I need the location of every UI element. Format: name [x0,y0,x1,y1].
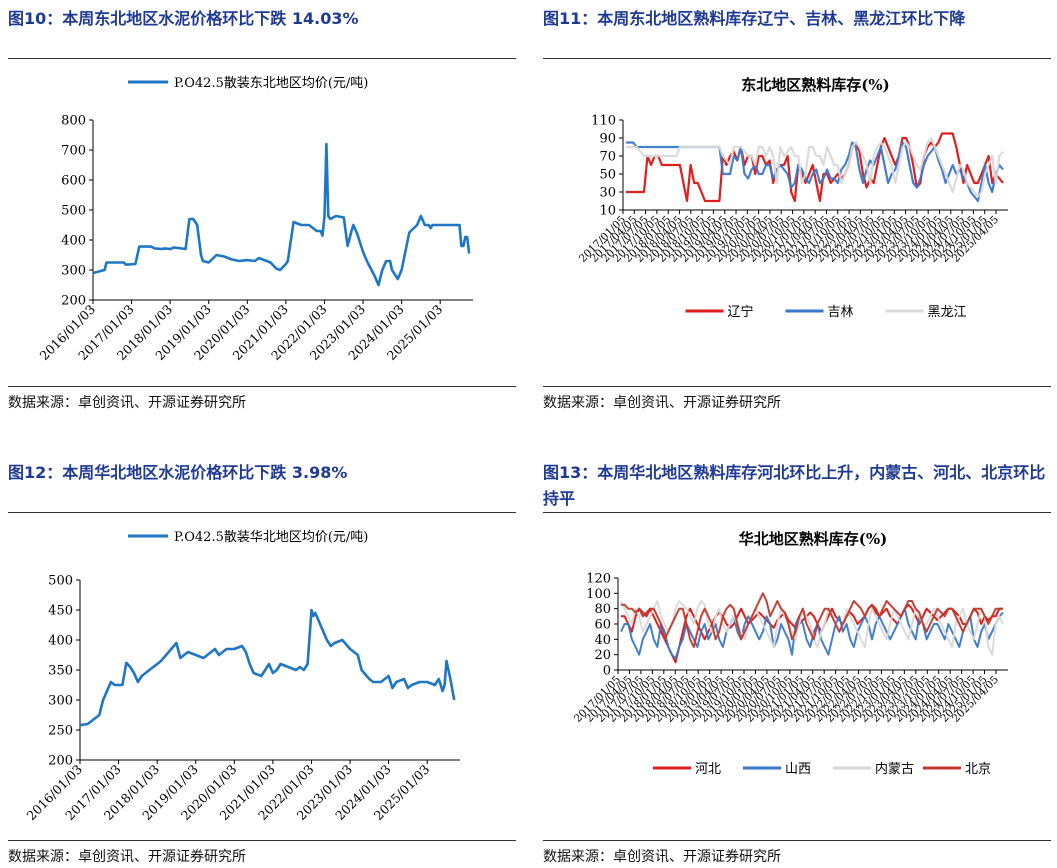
y-tick-label: 40 [594,633,611,648]
figure-number: 图12： [8,463,63,482]
legend-label-0: 辽宁 [728,304,754,320]
series-line-0 [79,608,456,727]
series-line-1 [620,607,1004,660]
y-tick-label: 500 [61,204,86,219]
chart-northeast-price: 2003004005006007008002016/01/032017/01/0… [37,76,473,363]
y-tick-label: 300 [61,264,86,279]
y-tick-label: 110 [591,114,616,129]
panel-fig13: 图13：本周华北地区熟料库存河北环比上升，内蒙古、河北、北京环比持平 华北地区熟… [543,460,1051,868]
y-tick-label: 80 [594,602,611,617]
legend-label-1: 山西 [785,762,811,777]
chart-north-clinker: 华北地区熟料库存(%)0204060801001202017/01/052017… [572,530,1008,777]
y-tick-label: 800 [61,114,86,129]
figure-caption: 本周华北地区水泥价格环比下跌 3.98% [62,463,348,482]
y-tick-label: 100 [586,587,611,602]
y-tick-label: 30 [599,186,616,201]
legend-label-1: 吉林 [828,305,854,320]
y-tick-label: 10 [599,204,616,219]
y-tick-label: 60 [594,618,611,633]
data-source: 数据来源：卓创资讯、开源证券研究所 [543,849,781,865]
y-tick-label: 20 [594,648,611,663]
figure-title: 图12：本周华北地区水泥价格环比下跌 3.98% [8,460,516,486]
figure-title: 图11：本周东北地区熟料库存辽宁、吉林、黑龙江环比下降 [543,6,1051,32]
y-tick-label: 250 [48,724,73,739]
panel-fig11: 图11：本周东北地区熟料库存辽宁、吉林、黑龙江环比下降 东北地区熟料库存(%) 1… [543,0,1051,420]
figure-caption: 本周东北地区水泥价格环比下跌 14.03% [62,9,359,28]
title-rule [8,58,516,59]
y-tick-label: 400 [61,234,86,249]
y-tick-label: 200 [48,754,73,769]
figure-number: 图13： [543,463,598,482]
data-source: 数据来源：卓创资讯、开源证券研究所 [543,395,781,411]
y-tick-label: 700 [61,144,86,159]
source-rule [8,386,516,387]
y-tick-label: 500 [48,574,73,589]
chart-title: 华北地区熟料库存(%) [739,530,887,548]
title-rule [543,512,1051,513]
legend-label: P.O42.5散装华北地区均价(元/吨) [174,530,368,545]
y-tick-label: 0 [603,664,611,679]
figure-caption: 本周华北地区熟料库存河北环比上升，内蒙古、河北、北京环比持平 [543,463,1046,508]
title-rule [543,58,1051,59]
series-line-3 [621,592,1003,648]
figure-title: 图10：本周东北地区水泥价格环比下跌 14.03% [8,6,516,32]
legend-label-0: 河北 [695,762,721,777]
series-line-2 [626,136,1004,198]
source-rule [543,386,1051,387]
panel-fig10: 图10：本周东北地区水泥价格环比下跌 14.03% 200 300 400 500 60… [8,0,516,420]
legend-label: P.O42.5散装东北地区均价(元/吨) [174,76,368,91]
series-line-2 [620,600,1004,656]
y-tick-label: 450 [48,604,73,619]
panel-fig12: 图12：本周华北地区水泥价格环比下跌 3.98% 200 250 300 350 400… [8,460,516,868]
data-source: 数据来源：卓创资讯、开源证券研究所 [8,849,246,865]
y-tick-label: 70 [599,150,616,165]
figure-caption: 本周东北地区熟料库存辽宁、吉林、黑龙江环比下降 [597,9,966,28]
chart-northeast-clinker: 东北地区熟料库存(%)10305070901102017/01/052017/0… [577,76,1008,320]
figure-number: 图11： [543,9,598,28]
series-line-0 [92,142,471,287]
y-tick-label: 200 [61,294,86,309]
figure-number: 图10： [8,9,63,28]
y-tick-label: 300 [48,694,73,709]
y-tick-label: 400 [48,634,73,649]
series-line-0 [626,132,1004,203]
title-rule [8,512,516,513]
source-rule [543,840,1051,841]
chart-title: 东北地区熟料库存(%) [741,76,889,94]
figure-title: 图13：本周华北地区熟料库存河北环比上升，内蒙古、河北、北京环比持平 [543,460,1051,512]
y-tick-label: 90 [599,132,616,147]
y-tick-label: 600 [61,174,86,189]
y-tick-label: 50 [599,168,616,183]
data-source: 数据来源：卓创资讯、开源证券研究所 [8,395,246,411]
legend-label-2: 内蒙古 [875,761,914,777]
source-rule [8,840,516,841]
y-tick-label: 120 [586,572,611,587]
y-tick-label: 350 [48,664,73,679]
legend-label-2: 黑龙江 [928,305,967,320]
legend-label-3: 北京 [965,762,991,777]
chart-north-price: 2002503003504004505002016/01/032017/01/0… [24,530,460,823]
